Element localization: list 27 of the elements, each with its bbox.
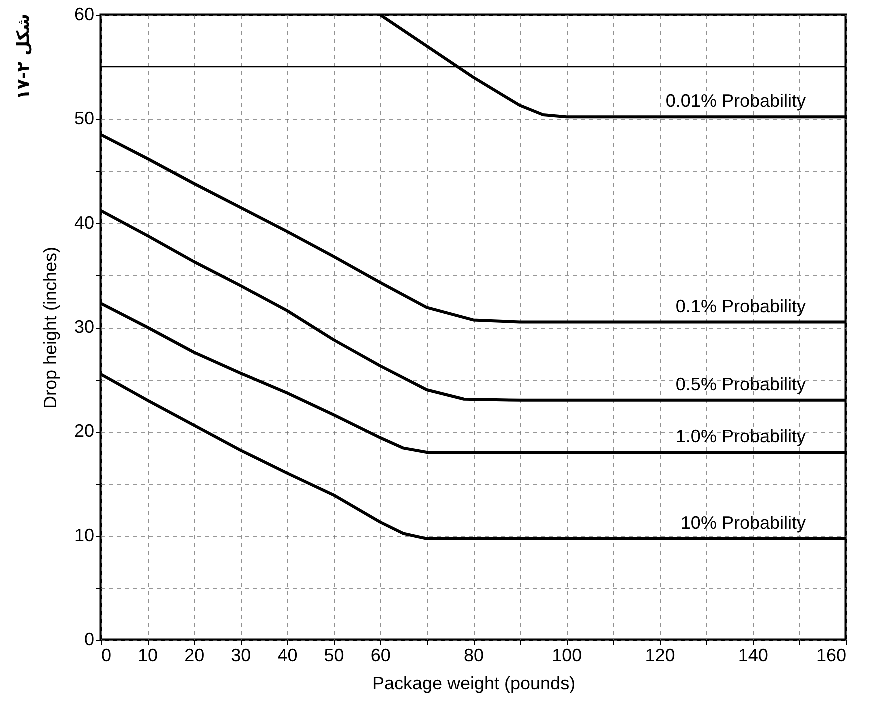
series-label: 10% Probability — [680, 512, 806, 533]
y-tick-label: 60 — [74, 4, 94, 24]
x-tick-label: 140 — [738, 646, 768, 666]
x-tick-label: 20 — [184, 646, 205, 666]
x-tick-label: 160 — [816, 646, 846, 666]
y-tick-label: 50 — [74, 108, 94, 129]
y-axis-title: Drop height (inches) — [40, 246, 60, 410]
y-tick-label: 10 — [74, 525, 94, 546]
y-tick-label: 20 — [74, 421, 94, 442]
x-tick-label: 100 — [552, 646, 582, 666]
x-tick-label: 50 — [324, 646, 344, 666]
y-tick-label: 0 — [84, 630, 94, 650]
y-tick-label: 30 — [74, 317, 94, 337]
x-tick-label: 30 — [231, 646, 252, 666]
x-tick-label: 10 — [138, 646, 158, 666]
x-axis-title: Package weight (pounds) — [372, 674, 576, 694]
series-label: 1.0% Probability — [676, 426, 806, 446]
series-label: 0.5% Probability — [676, 374, 806, 394]
x-tick-label: 40 — [278, 646, 298, 666]
series-label: 0.1% Probability — [676, 296, 806, 316]
y-tick-label: 40 — [74, 212, 94, 233]
series-label: 0.01% Probability — [666, 91, 806, 112]
x-tick-label: 60 — [370, 646, 391, 666]
text: شکل ۲-۱۷ — [14, 14, 34, 100]
x-tick-label: 120 — [645, 646, 676, 666]
x-tick-label: 0 — [102, 646, 112, 666]
x-tick-label: 80 — [464, 646, 484, 666]
